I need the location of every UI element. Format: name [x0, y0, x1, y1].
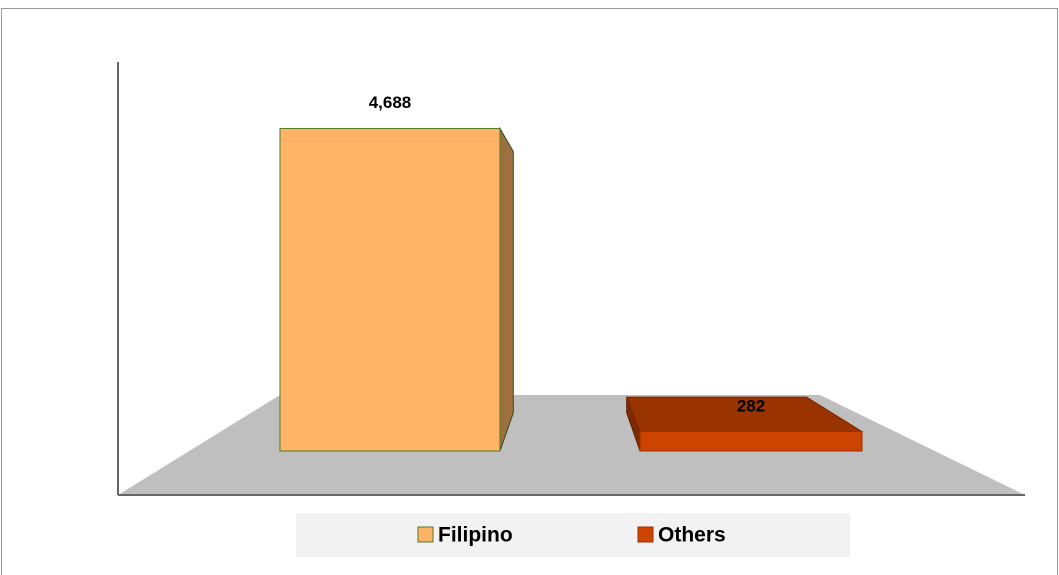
bar-side: [499, 126, 514, 452]
bar: [279, 127, 501, 452]
legend-label: Others: [658, 524, 726, 547]
legend-swatch: [637, 526, 654, 543]
legend-label: Filipino: [438, 524, 513, 547]
bar: [639, 431, 863, 452]
bar-group: [279, 126, 514, 452]
data-label: 4,688: [369, 93, 412, 112]
legend-swatch: [417, 526, 434, 543]
legend: [296, 513, 850, 557]
data-label: 282: [737, 397, 765, 416]
bar-group: [625, 396, 864, 452]
